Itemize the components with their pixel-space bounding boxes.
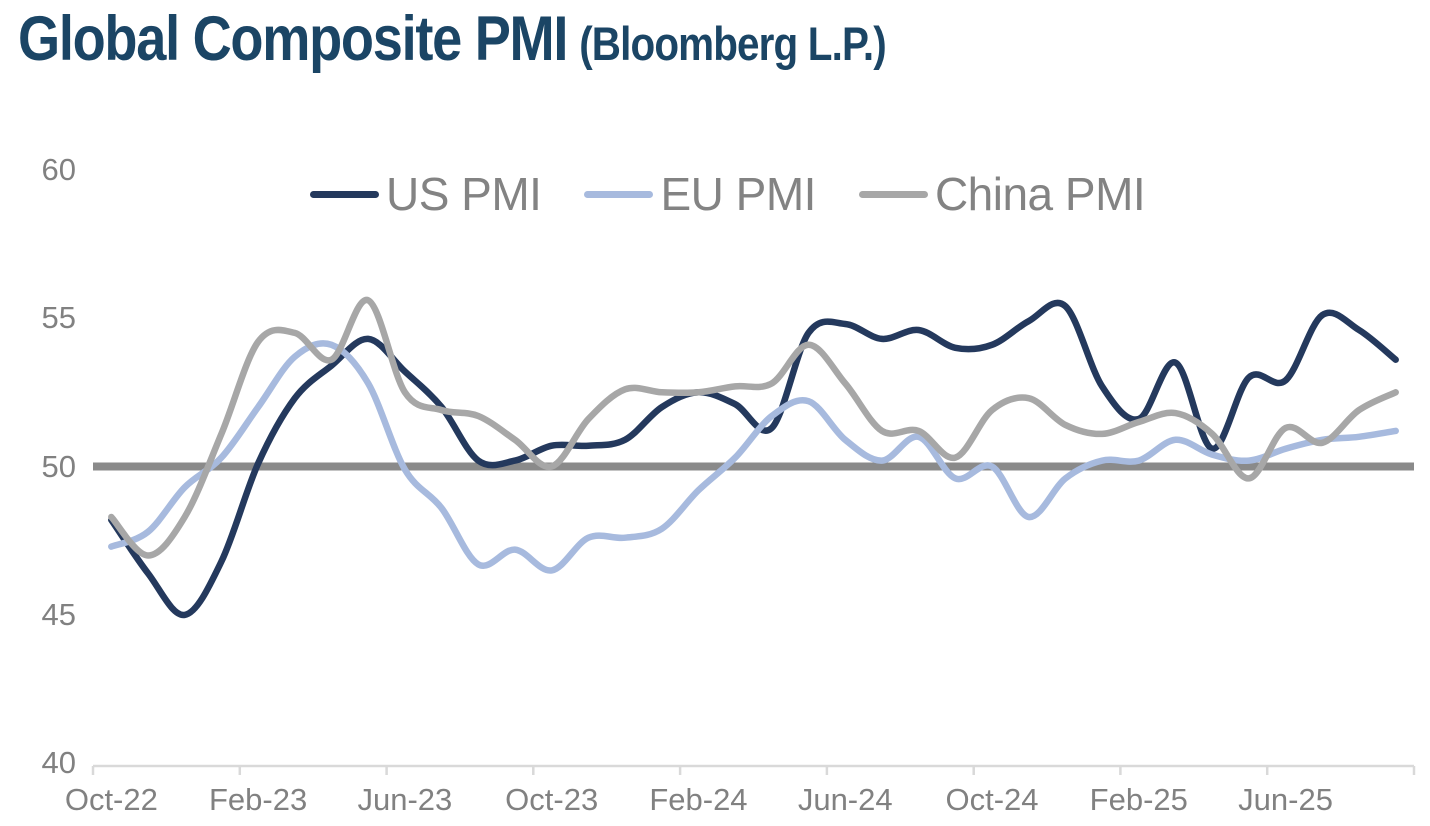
legend-label-us-pmi: US PMI [386,168,542,220]
chart-title: Global Composite PMI (Bloomberg L.P.) [18,4,887,74]
y-tick-label: 40 [41,745,76,781]
x-tick-label: Feb-23 [209,782,308,817]
y-tick-label: 55 [41,300,76,336]
y-tick-label: 50 [41,448,76,484]
chart-title-suffix: (Bloomberg L.P.) [579,17,886,70]
series-eu-pmi-line [108,340,1399,574]
x-tick-label: Oct-24 [945,782,1039,817]
us-pmi-line-swatch-icon [310,190,379,198]
x-tick-label: Jun-24 [797,782,893,817]
eu-pmi-line-swatch-icon [584,190,654,198]
series-us-pmi-line [108,299,1399,619]
x-tick-label: Jun-25 [1238,782,1333,817]
x-tick-label: Jun-23 [357,782,453,817]
x-tick-label: Feb-25 [1089,782,1188,817]
chart-title-main: Global Composite PMI [18,4,568,74]
legend-item-china-pmi: China PMI [858,168,1146,220]
legend: US PMI EU PMI China PMI [310,168,1146,220]
legend-label-china-pmi: China PMI [934,168,1146,220]
series-china-pmi-line [108,297,1399,559]
x-tick-label: Oct-23 [505,782,599,817]
legend-label-eu-pmi: EU PMI [660,168,816,220]
y-tick-label: 45 [41,596,76,632]
legend-item-eu-pmi: EU PMI [584,168,816,220]
x-tick-label: Feb-24 [649,782,748,817]
legend-item-us-pmi: US PMI [310,168,542,220]
x-tick-label: Oct-22 [64,782,158,817]
y-tick-label: 60 [41,151,76,187]
china-pmi-line-swatch-icon [858,190,928,198]
